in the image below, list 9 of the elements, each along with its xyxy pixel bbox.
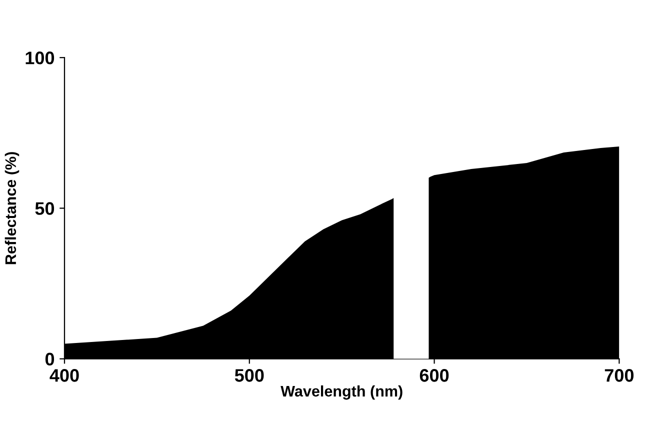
y-tick-label: 100 (26, 52, 54, 64)
y-tick-label: 50 (35, 202, 54, 215)
x-tick-label: 500 (234, 369, 264, 382)
x-axis-title: Wavelength (nm) (280, 385, 402, 400)
y-axis-title: Reflectance (%) (4, 152, 20, 264)
x-tick-label: 600 (420, 369, 449, 382)
y-tick-label: 0 (45, 352, 54, 366)
x-tick-label: 400 (50, 369, 79, 382)
x-tick-label: 700 (604, 369, 634, 382)
